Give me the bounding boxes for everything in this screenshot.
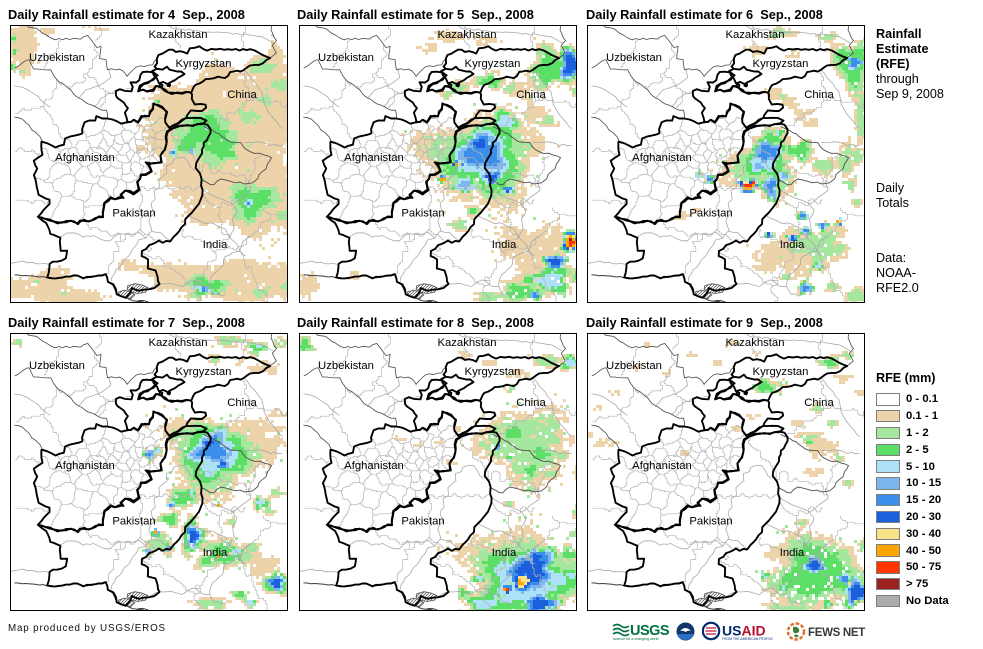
legend-swatch	[876, 561, 900, 574]
map-credit: Map produced by USGS/EROS	[8, 623, 166, 634]
legend-label: 40 - 50	[906, 544, 942, 557]
panel-title: Daily Rainfall estimate for 8 Sep., 2008	[297, 314, 534, 330]
rainfall-map-panel	[298, 333, 577, 611]
svg-text:USGS: USGS	[630, 623, 669, 639]
legend-swatch	[876, 493, 900, 507]
legend-row: 15 - 20	[876, 492, 949, 509]
rain-raster	[10, 25, 288, 303]
panel-title: Daily Rainfall estimate for 5 Sep., 2008	[297, 6, 534, 22]
legend-row: 5 - 10	[876, 458, 949, 475]
legend-row: 1 - 2	[876, 425, 949, 442]
legend-row: 20 - 30	[876, 509, 949, 526]
map-frame	[298, 333, 577, 611]
sidebar-line: (RFE)	[876, 57, 910, 71]
rainfall-map-panel	[10, 333, 288, 611]
sidebar-subtitle: through Sep 9, 2008	[876, 72, 944, 102]
legend-swatch	[876, 577, 900, 591]
rainfall-map-panel	[587, 333, 865, 611]
legend-swatch	[876, 527, 900, 541]
legend-swatch	[876, 544, 900, 557]
rainfall-map-panel	[10, 25, 288, 303]
rain-raster	[298, 336, 577, 611]
legend-label: 1 - 2	[906, 426, 929, 439]
legend-label: No Data	[906, 594, 949, 607]
rainfall-map-panel	[587, 25, 865, 303]
legend-row: 30 - 40	[876, 525, 949, 542]
panel-title: Daily Rainfall estimate for 4 Sep., 2008	[8, 6, 245, 22]
legend-label: 20 - 30	[906, 510, 942, 523]
map-frame	[587, 25, 865, 303]
legend-row: No Data	[876, 593, 949, 610]
usgs-logo: USGS science for a changing world	[612, 623, 669, 641]
rain-raster	[10, 336, 288, 611]
sidebar-line: Data:	[876, 251, 907, 265]
svg-text:FROM THE AMERICAN PEOPLE: FROM THE AMERICAN PEOPLE	[722, 637, 774, 641]
legend-label: 50 - 75	[906, 561, 942, 574]
legend-row: 40 - 50	[876, 542, 949, 559]
sidebar-line: RFE2.0	[876, 281, 919, 295]
legend-label: > 75	[906, 578, 929, 591]
svg-text:FEWS NET: FEWS NET	[808, 627, 865, 639]
sidebar-line: Estimate	[876, 42, 929, 56]
legend-title: RFE (mm)	[876, 371, 936, 385]
legend: RFE (mm) 0 - 0.1 0.1 - 1 1 - 2 2 - 5 5 -…	[876, 371, 949, 609]
legend-row: 50 - 75	[876, 559, 949, 576]
sidebar-line: Totals	[876, 196, 909, 210]
panel-title: Daily Rainfall estimate for 7 Sep., 2008	[8, 314, 245, 330]
legend-label: 0 - 0.1	[906, 393, 939, 406]
sidebar-line: Daily	[876, 181, 904, 195]
sidebar-title: Rainfall Estimate (RFE)	[876, 27, 929, 72]
legend-label: 2 - 5	[906, 443, 929, 456]
map-frame	[298, 25, 577, 303]
legend-row: 10 - 15	[876, 475, 949, 492]
legend-label: 0.1 - 1	[906, 410, 939, 423]
panel-title: Daily Rainfall estimate for 9 Sep., 2008	[586, 314, 823, 330]
rain-raster	[298, 28, 577, 303]
sidebar-source: Data: NOAA- RFE2.0	[876, 251, 919, 296]
legend-row: 2 - 5	[876, 441, 949, 458]
legend-swatch	[876, 426, 900, 440]
legend-swatch	[876, 460, 900, 473]
map-frame	[10, 333, 288, 611]
svg-text:science for a changing world: science for a changing world	[613, 637, 659, 641]
legend-swatch	[876, 594, 900, 608]
fewsnet-logo: FEWS NET	[787, 621, 866, 641]
sidebar-line: Sep 9, 2008	[876, 87, 944, 101]
svg-text:USAID: USAID	[722, 623, 766, 639]
legend-row: 0 - 0.1	[876, 391, 949, 408]
panel-title: Daily Rainfall estimate for 6 Sep., 2008	[586, 6, 823, 22]
legend-row: > 75	[876, 576, 949, 593]
legend-label: 30 - 40	[906, 527, 942, 540]
usaid-logo: USAID FROM THE AMERICAN PEOPLE	[702, 621, 774, 641]
map-frame	[10, 25, 288, 303]
logo-strip: USGS science for a changing world USAID …	[612, 620, 866, 642]
sidebar-period: Daily Totals	[876, 181, 909, 211]
sidebar-line: through	[876, 72, 919, 86]
legend-label: 15 - 20	[906, 494, 942, 507]
legend-swatch	[876, 510, 900, 524]
legend-label: 5 - 10	[906, 460, 935, 473]
legend-swatch	[876, 443, 900, 457]
rainfall-map-panel	[298, 25, 577, 303]
legend-swatch	[876, 409, 900, 423]
map-frame	[587, 333, 865, 611]
sidebar-line: Rainfall	[876, 27, 922, 41]
sidebar-line: NOAA-	[876, 266, 916, 280]
legend-label: 10 - 15	[906, 477, 942, 490]
noaa-logo	[676, 622, 695, 640]
legend-swatch	[876, 477, 900, 490]
legend-swatch	[876, 393, 900, 406]
legend-row: 0.1 - 1	[876, 408, 949, 425]
